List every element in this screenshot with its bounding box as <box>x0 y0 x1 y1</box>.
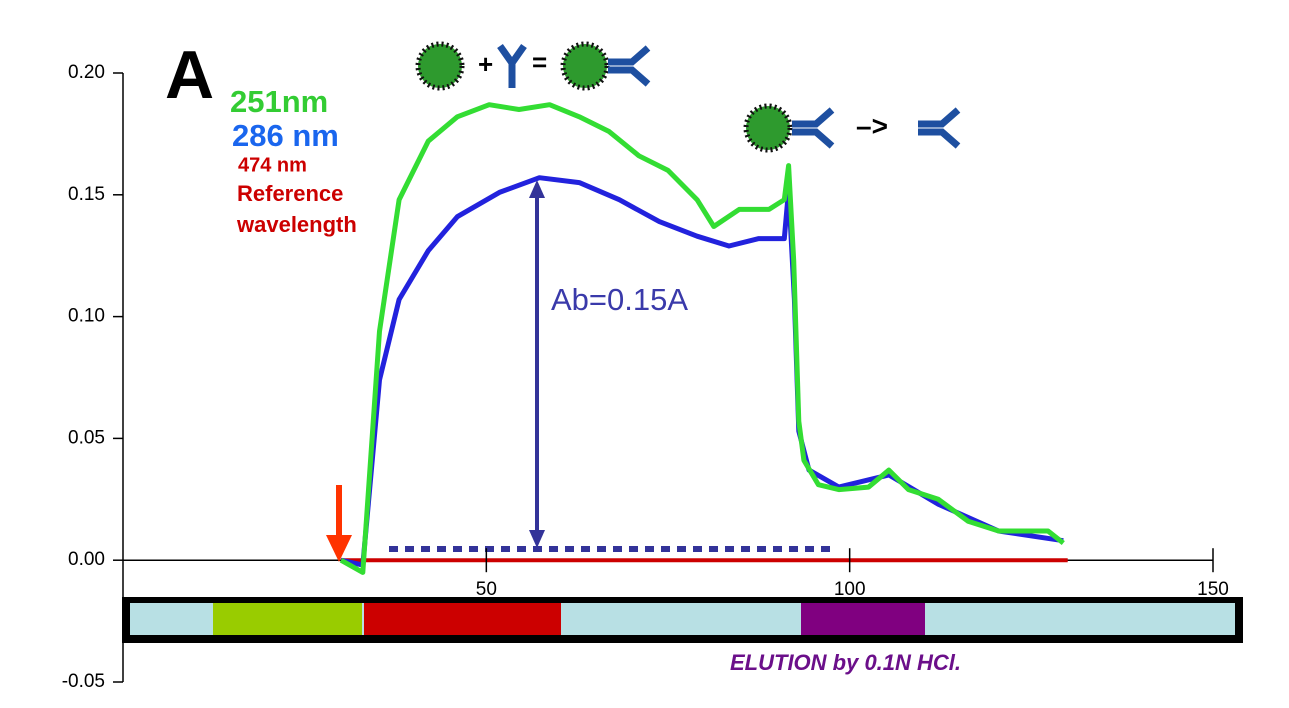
injection-arrow <box>326 485 352 562</box>
data-line <box>340 175 1064 568</box>
y-tick-label: -0.05 <box>62 671 105 692</box>
y-tick-label: 0.05 <box>68 427 105 448</box>
annotation: Ab=0.15A <box>551 282 688 317</box>
peak-arrow <box>389 180 832 552</box>
y-tick-label: 0.15 <box>68 184 105 205</box>
legend-entry: 286 nm <box>232 118 339 153</box>
annotation: Reference <box>237 181 343 206</box>
legend-entry: 474 nm <box>238 154 307 176</box>
annotation: ELUTION by 0.1N HCl. <box>730 650 961 675</box>
legend-entry: 251nm <box>230 84 328 119</box>
data-line <box>339 102 1065 575</box>
y-tick-label: 0.00 <box>68 549 105 570</box>
x-tick-label: 50 <box>476 579 497 600</box>
x-tick-label: 100 <box>834 579 866 600</box>
annotation: wavelength <box>236 212 357 237</box>
y-tick-label: 0.10 <box>68 306 105 327</box>
fraction-strip <box>122 597 1243 643</box>
icons <box>418 44 958 150</box>
panel-label: A <box>165 37 214 113</box>
equation-symbol: = <box>532 47 547 77</box>
equation-symbol: –> <box>856 110 888 141</box>
y-tick-label: 0.20 <box>68 62 105 83</box>
x-tick-label: 150 <box>1197 579 1229 600</box>
equation-symbol: + <box>478 49 493 79</box>
